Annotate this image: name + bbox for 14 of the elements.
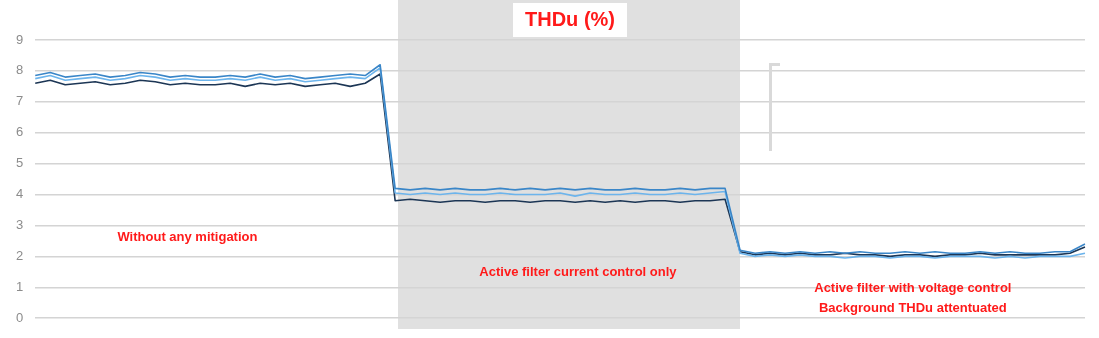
y-tick-label: 1	[16, 278, 24, 294]
y-tick-label: 2	[16, 247, 24, 263]
annotation: Active filter with voltage control Background THDu attentuated	[814, 280, 1012, 316]
y-tick-label: 5	[16, 155, 24, 171]
y-tick-label: 7	[16, 93, 24, 109]
y-tick-label: 4	[16, 186, 24, 202]
y-tick-label: 8	[16, 62, 24, 78]
y-tick-label: 6	[16, 124, 24, 140]
annotation: Without any mitigation	[117, 229, 258, 245]
y-tick-label: 9	[16, 31, 24, 47]
chart-title: THDu (%)	[525, 7, 615, 30]
y-tick-label: 0	[16, 309, 24, 325]
y-tick-label: 3	[16, 217, 24, 233]
annotation: Active filter current control only	[479, 263, 678, 279]
